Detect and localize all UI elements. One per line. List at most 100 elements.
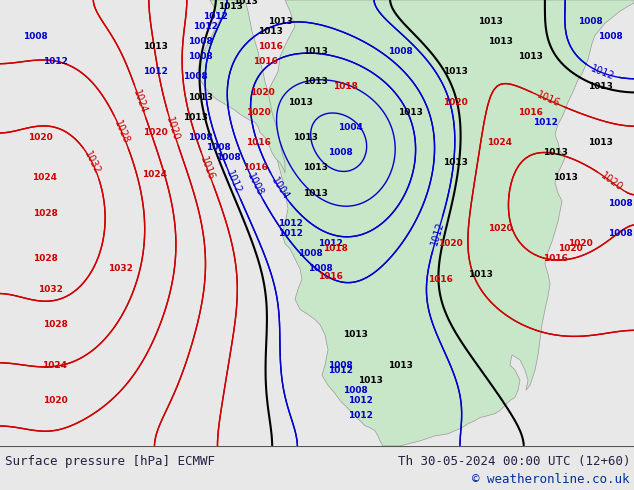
Text: 1016: 1016 bbox=[534, 90, 561, 109]
Text: 1016: 1016 bbox=[427, 274, 453, 284]
Text: Surface pressure [hPa] ECMWF: Surface pressure [hPa] ECMWF bbox=[5, 455, 215, 468]
Text: 1016: 1016 bbox=[543, 254, 567, 263]
Text: 1008: 1008 bbox=[188, 52, 212, 61]
Text: 1013: 1013 bbox=[302, 189, 327, 197]
Text: 1032: 1032 bbox=[37, 285, 62, 294]
Text: 1024: 1024 bbox=[42, 361, 67, 369]
Text: 1028: 1028 bbox=[42, 320, 67, 329]
Text: 1013: 1013 bbox=[387, 361, 413, 369]
Text: 1008: 1008 bbox=[188, 37, 212, 46]
Text: 1013: 1013 bbox=[477, 17, 502, 26]
Text: 1028: 1028 bbox=[112, 119, 131, 145]
Text: 1020: 1020 bbox=[28, 133, 53, 142]
Text: 1012: 1012 bbox=[318, 239, 342, 248]
Text: 1008: 1008 bbox=[23, 32, 48, 41]
Text: 1024: 1024 bbox=[32, 173, 58, 182]
Text: 1013: 1013 bbox=[517, 52, 543, 61]
Text: 1013: 1013 bbox=[188, 93, 212, 101]
Text: 1024: 1024 bbox=[131, 88, 149, 115]
Text: 1013: 1013 bbox=[288, 98, 313, 107]
Text: 1013: 1013 bbox=[342, 330, 368, 339]
Polygon shape bbox=[198, 0, 285, 173]
Text: 1016: 1016 bbox=[257, 42, 282, 51]
Text: 1028: 1028 bbox=[32, 254, 58, 263]
Text: 1013: 1013 bbox=[588, 138, 612, 147]
Text: 1013: 1013 bbox=[553, 173, 578, 182]
Text: 1020: 1020 bbox=[567, 239, 592, 248]
Text: 1012: 1012 bbox=[533, 118, 557, 127]
Text: 1013: 1013 bbox=[543, 148, 567, 157]
Text: 1013: 1013 bbox=[443, 67, 467, 76]
Text: 1013: 1013 bbox=[268, 17, 292, 26]
Text: 1008: 1008 bbox=[183, 73, 207, 81]
Text: 1016: 1016 bbox=[517, 108, 543, 117]
Text: 1008: 1008 bbox=[387, 47, 412, 56]
Text: 1008: 1008 bbox=[205, 143, 230, 152]
Text: 1012: 1012 bbox=[278, 219, 302, 228]
Text: 1020: 1020 bbox=[598, 171, 624, 194]
Text: 1020: 1020 bbox=[143, 128, 167, 137]
Text: 1008: 1008 bbox=[328, 148, 353, 157]
Text: 1012: 1012 bbox=[347, 411, 372, 420]
Text: 1032: 1032 bbox=[82, 150, 102, 176]
Text: 1013: 1013 bbox=[143, 42, 167, 51]
Text: 1013: 1013 bbox=[302, 163, 327, 172]
Text: 1013: 1013 bbox=[302, 47, 327, 56]
Text: 1013: 1013 bbox=[292, 133, 318, 142]
Text: 1012: 1012 bbox=[278, 229, 302, 238]
Text: 1020: 1020 bbox=[488, 224, 512, 233]
Text: 1020: 1020 bbox=[164, 116, 181, 142]
Text: 1008: 1008 bbox=[188, 133, 212, 142]
Text: 1016: 1016 bbox=[245, 138, 271, 147]
Text: 1024: 1024 bbox=[488, 138, 512, 147]
Text: 1020: 1020 bbox=[558, 244, 583, 253]
Text: Th 30-05-2024 00:00 UTC (12+60): Th 30-05-2024 00:00 UTC (12+60) bbox=[398, 455, 630, 468]
Text: 1012: 1012 bbox=[193, 22, 217, 31]
Text: 1012: 1012 bbox=[589, 64, 616, 82]
Text: 1008: 1008 bbox=[607, 199, 632, 208]
Text: 1013: 1013 bbox=[183, 113, 207, 122]
Text: 1020: 1020 bbox=[245, 108, 270, 117]
Text: 1013: 1013 bbox=[443, 158, 467, 167]
Text: 1008: 1008 bbox=[297, 249, 322, 258]
Text: 1018: 1018 bbox=[333, 82, 358, 92]
Text: 1013: 1013 bbox=[302, 77, 327, 86]
Text: 1013: 1013 bbox=[257, 27, 282, 36]
Text: 1008: 1008 bbox=[607, 229, 632, 238]
Text: 1024: 1024 bbox=[143, 171, 167, 179]
Text: 1004: 1004 bbox=[269, 175, 290, 201]
Text: 1032: 1032 bbox=[108, 265, 133, 273]
Text: 1008: 1008 bbox=[216, 153, 240, 162]
Text: 1013: 1013 bbox=[467, 270, 493, 278]
Text: 1020: 1020 bbox=[437, 239, 462, 248]
Text: 1012: 1012 bbox=[429, 220, 446, 246]
Text: 1013: 1013 bbox=[358, 376, 382, 385]
Text: 1013: 1013 bbox=[488, 37, 512, 46]
Text: © weatheronline.co.uk: © weatheronline.co.uk bbox=[472, 473, 630, 487]
Text: 1020: 1020 bbox=[443, 98, 467, 107]
Text: 1013: 1013 bbox=[233, 0, 257, 5]
Polygon shape bbox=[265, 0, 634, 446]
Text: 1008: 1008 bbox=[342, 386, 367, 395]
Text: 1016: 1016 bbox=[198, 155, 216, 181]
Text: 1012: 1012 bbox=[347, 396, 372, 405]
Text: 1018: 1018 bbox=[323, 244, 347, 253]
Text: 1020: 1020 bbox=[42, 396, 67, 405]
Text: 1013: 1013 bbox=[588, 82, 612, 92]
Text: 1016: 1016 bbox=[252, 57, 278, 66]
Text: 1008: 1008 bbox=[578, 17, 602, 26]
Text: 1008: 1008 bbox=[307, 265, 332, 273]
Text: 1008: 1008 bbox=[328, 361, 353, 369]
Text: 1008: 1008 bbox=[245, 171, 265, 197]
Text: 1012: 1012 bbox=[202, 12, 228, 21]
Text: 1012: 1012 bbox=[328, 366, 353, 374]
Text: 1028: 1028 bbox=[32, 209, 58, 218]
Text: 1012: 1012 bbox=[224, 169, 243, 196]
Text: 1013: 1013 bbox=[398, 108, 422, 117]
Text: 1016: 1016 bbox=[318, 271, 342, 281]
Text: 1016: 1016 bbox=[243, 163, 268, 172]
Text: 1012: 1012 bbox=[143, 67, 167, 76]
Text: 1020: 1020 bbox=[250, 88, 275, 97]
Text: 1008: 1008 bbox=[598, 32, 623, 41]
Text: 1004: 1004 bbox=[337, 123, 363, 132]
